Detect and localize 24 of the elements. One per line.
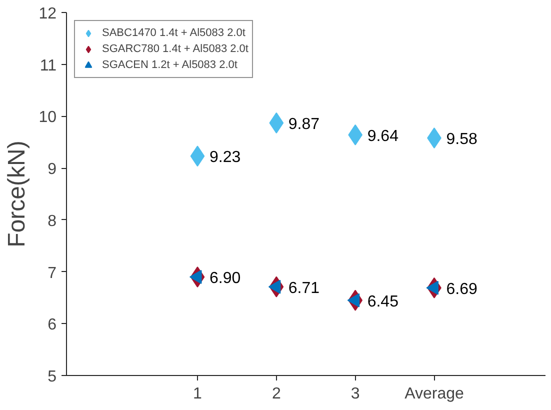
y-tick-label: 12 — [38, 6, 57, 22]
x-tick-label: 1 — [193, 386, 202, 402]
x-tick-label: 3 — [350, 386, 360, 402]
data-label: 9.23 — [209, 149, 241, 166]
data-label: 6.90 — [209, 270, 241, 287]
x-tick-label: 2 — [272, 386, 281, 402]
data-label: 9.58 — [446, 130, 478, 148]
data-label: 9.64 — [367, 128, 399, 145]
y-tick-label: 9 — [48, 161, 57, 178]
legend-label: SGARC780 1.4t + Al5083 2.0t — [102, 42, 248, 56]
y-tick-label: 5 — [48, 368, 57, 386]
data-label: 9.87 — [288, 116, 320, 133]
legend-label: SABC1470 1.4t + Al5083 2.0t — [102, 26, 246, 40]
data-label: 6.45 — [367, 293, 399, 310]
data-label: 6.69 — [446, 280, 478, 298]
y-tick-label: 6 — [48, 316, 57, 334]
y-axis-title: Force(kN) — [4, 140, 31, 248]
y-tick-label: 11 — [40, 57, 57, 74]
legend-label: SGACEN 1.2t + Al5083 2.0t — [102, 58, 238, 72]
y-tick-label: 8 — [48, 212, 57, 230]
data-label: 6.71 — [288, 280, 320, 297]
y-tick-label: 10 — [38, 109, 57, 126]
y-tick-label: 7 — [48, 264, 57, 282]
x-tick-label: Average — [404, 386, 464, 402]
